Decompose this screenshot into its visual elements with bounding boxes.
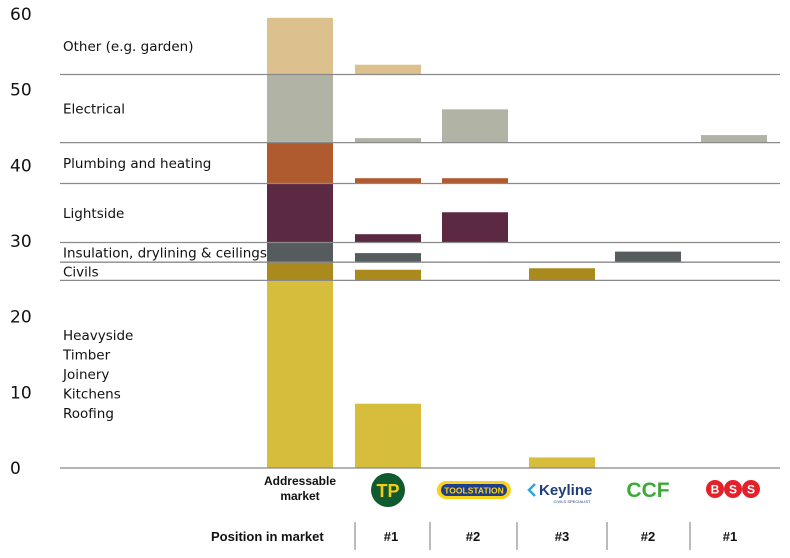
segment-bar-2 bbox=[267, 242, 333, 263]
competitor-bars bbox=[355, 64, 767, 468]
toolstation-logo: TOOLSTATION bbox=[437, 481, 511, 499]
competitor-bar bbox=[442, 109, 508, 143]
segment-bar-3 bbox=[267, 183, 333, 243]
y-tick-label: 20 bbox=[10, 308, 32, 328]
svg-text:CIVILS SPECIALIST: CIVILS SPECIALIST bbox=[554, 499, 591, 504]
competitor-bar bbox=[355, 403, 421, 468]
svg-text:S: S bbox=[747, 483, 755, 497]
y-axis-ticks: 0 10 20 30 40 50 60 bbox=[10, 5, 32, 479]
segment-label: Lightside bbox=[63, 206, 124, 222]
travis-perkins-logo: TP bbox=[371, 473, 405, 507]
y-tick-label: 10 bbox=[10, 383, 32, 403]
addressable-market-label: Addressable market bbox=[264, 474, 336, 503]
segment-label: Other (e.g. garden) bbox=[63, 39, 194, 55]
segment-bar-0 bbox=[267, 280, 333, 468]
competitor-bar bbox=[355, 178, 421, 184]
segment-bar-4 bbox=[267, 142, 333, 184]
competitor-bar bbox=[615, 251, 681, 263]
competitor-bar bbox=[355, 269, 421, 281]
position-value: #2 bbox=[466, 529, 480, 544]
position-row: #1 #2 #3 #2 #1 bbox=[354, 522, 737, 550]
position-value: #3 bbox=[555, 529, 569, 544]
bss-logo: B S S bbox=[706, 480, 760, 498]
competitor-bar bbox=[355, 253, 421, 263]
segment-label: Electrical bbox=[63, 102, 125, 118]
segment-label: Civils bbox=[63, 264, 99, 280]
competitor-bar bbox=[442, 178, 508, 184]
svg-text:CCF: CCF bbox=[626, 479, 669, 502]
competitor-bar bbox=[355, 138, 421, 143]
position-value: #1 bbox=[384, 529, 398, 544]
segment-bar-1 bbox=[267, 262, 333, 281]
position-value: #1 bbox=[723, 529, 737, 544]
segment-label: Plumbing and heating bbox=[63, 156, 211, 172]
y-tick-label: 40 bbox=[10, 156, 32, 176]
segment-label: Insulation, drylining & ceilings bbox=[63, 245, 267, 261]
segment-label: Heavyside Timber Joinery Kitchens Roofing bbox=[62, 328, 133, 422]
y-tick-label: 30 bbox=[10, 232, 32, 252]
competitor-bar bbox=[355, 234, 421, 243]
segment-boundaries bbox=[60, 73, 780, 281]
competitor-bar bbox=[355, 64, 421, 75]
svg-text:TP: TP bbox=[376, 481, 399, 501]
ccf-logo: CCF bbox=[626, 479, 669, 502]
y-tick-label: 50 bbox=[10, 81, 32, 101]
y-tick-label: 60 bbox=[10, 5, 32, 25]
segment-bar-6 bbox=[267, 17, 333, 75]
competitor-bar bbox=[442, 212, 508, 243]
position-value: #2 bbox=[641, 529, 655, 544]
competitor-bar bbox=[529, 457, 595, 468]
segment-labels: Heavyside Timber Joinery Kitchens Roofing Civ… bbox=[62, 39, 267, 422]
keyline-logo: Keyline CIVILS SPECIALIST bbox=[527, 482, 592, 504]
svg-text:TOOLSTATION: TOOLSTATION bbox=[444, 486, 504, 496]
svg-text:Keyline: Keyline bbox=[539, 482, 592, 499]
addressable-market-bar bbox=[267, 17, 333, 468]
svg-text:B: B bbox=[711, 483, 720, 497]
position-in-market-label: Position in market bbox=[211, 529, 324, 544]
y-tick-label: 0 bbox=[10, 459, 21, 479]
competitor-bar bbox=[701, 135, 767, 143]
segment-bar-5 bbox=[267, 74, 333, 143]
competitor-bar bbox=[529, 268, 595, 281]
svg-text:S: S bbox=[729, 483, 737, 497]
